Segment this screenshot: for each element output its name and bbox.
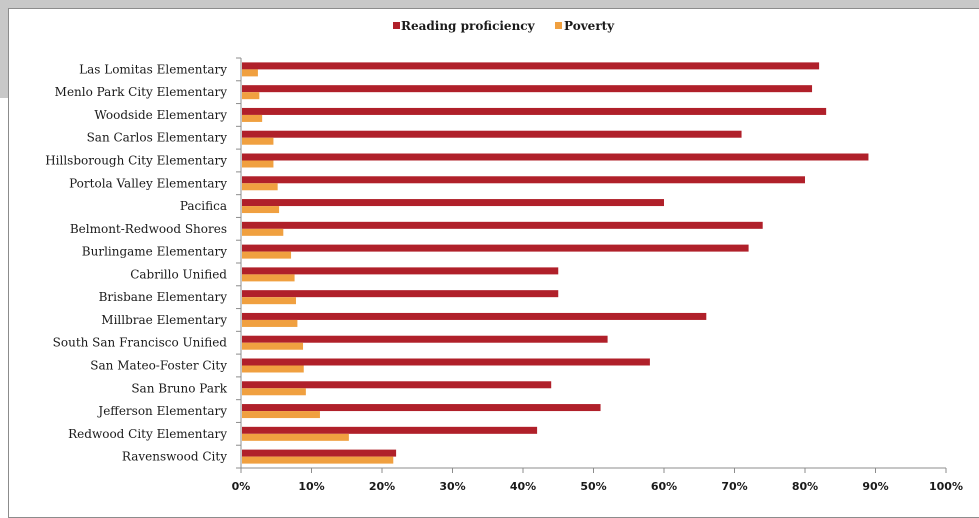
bars-group	[242, 62, 869, 464]
category-label-17: Ravenswood City	[122, 450, 227, 464]
bar-poverty-9	[242, 274, 295, 282]
axes-group	[236, 57, 947, 473]
x-tick-label-2: 20%	[369, 480, 395, 493]
category-label-1: Menlo Park City Elementary	[55, 85, 228, 99]
category-label-12: South San Francisco Unified	[53, 336, 228, 350]
bar-poverty-10	[242, 297, 296, 305]
bar-poverty-5	[242, 183, 278, 191]
x-tick-label-4: 40%	[510, 480, 536, 493]
category-label-13: San Mateo-Foster City	[90, 359, 227, 373]
category-label-3: San Carlos Elementary	[87, 131, 228, 145]
category-label-2: Woodside Elementary	[94, 108, 227, 122]
bar-poverty-7	[242, 228, 284, 236]
bar-poverty-4	[242, 160, 274, 168]
bar-reading-7	[242, 221, 763, 229]
category-label-9: Cabrillo Unified	[130, 267, 227, 281]
x-tick-label-10: 100%	[929, 480, 963, 493]
x-tick-label-9: 90%	[862, 480, 888, 493]
bar-poverty-6	[242, 206, 280, 214]
bar-poverty-2	[242, 114, 263, 122]
x-tick-label-7: 70%	[721, 480, 747, 493]
bar-reading-15	[242, 404, 601, 412]
bar-reading-9	[242, 267, 559, 275]
bar-reading-13	[242, 358, 650, 366]
top-border-strip	[0, 0, 979, 8]
bar-poverty-13	[242, 365, 304, 373]
chart-legend: Reading proficiency Poverty	[393, 19, 615, 33]
bar-poverty-1	[242, 92, 260, 100]
bar-reading-6	[242, 199, 664, 207]
bar-reading-5	[242, 176, 805, 184]
category-label-0: Las Lomitas Elementary	[79, 62, 227, 76]
category-label-11: Millbrae Elementary	[101, 313, 227, 327]
x-tick-label-8: 80%	[792, 480, 818, 493]
x-tick-label-0: 0%	[232, 480, 251, 493]
bar-reading-12	[242, 335, 608, 343]
x-tick-label-3: 30%	[439, 480, 465, 493]
legend-swatch-reading	[393, 22, 400, 29]
category-label-10: Brisbane Elementary	[99, 290, 228, 304]
category-label-14: San Bruno Park	[131, 381, 227, 395]
bar-reading-2	[242, 107, 827, 115]
tick-labels: 0% 10% 20% 30% 40% 50% 60% 70% 80% 90% 100%	[232, 480, 963, 493]
bar-poverty-14	[242, 388, 306, 396]
category-label-4: Hillsborough City Elementary	[45, 154, 227, 168]
bar-poverty-15	[242, 411, 320, 419]
x-tick-label-5: 50%	[580, 480, 606, 493]
bar-reading-16	[242, 426, 538, 434]
legend-label-poverty: Poverty	[564, 19, 615, 33]
x-tick-label-6: 60%	[651, 480, 677, 493]
bar-poverty-8	[242, 251, 292, 259]
legend-swatch-poverty	[555, 22, 562, 29]
bar-reading-3	[242, 130, 742, 138]
bar-reading-14	[242, 381, 552, 389]
bar-poverty-11	[242, 319, 298, 327]
category-label-7: Belmont-Redwood Shores	[70, 222, 227, 236]
category-label-15: Jefferson Elementary	[96, 404, 227, 418]
bar-reading-17	[242, 449, 397, 457]
bar-poverty-17	[242, 456, 394, 464]
bar-reading-11	[242, 312, 707, 320]
bar-reading-10	[242, 290, 559, 298]
left-border-strip	[0, 8, 9, 98]
category-label-6: Pacifica	[180, 199, 227, 213]
category-label-8: Burlingame Elementary	[82, 245, 227, 259]
bar-poverty-3	[242, 137, 274, 145]
bar-reading-4	[242, 153, 869, 161]
bar-reading-8	[242, 244, 749, 252]
x-tick-label-1: 10%	[298, 480, 324, 493]
legend-label-reading: Reading proficiency	[401, 19, 536, 33]
category-label-5: Portola Valley Elementary	[69, 176, 227, 190]
bar-poverty-16	[242, 433, 349, 441]
bar-reading-0	[242, 62, 820, 70]
bar-reading-1	[242, 85, 813, 93]
bar-poverty-0	[242, 69, 258, 77]
category-label-16: Redwood City Elementary	[68, 427, 227, 441]
bar-poverty-12	[242, 342, 304, 350]
category-labels: Las Lomitas Elementary Menlo Park City El…	[45, 62, 228, 463]
